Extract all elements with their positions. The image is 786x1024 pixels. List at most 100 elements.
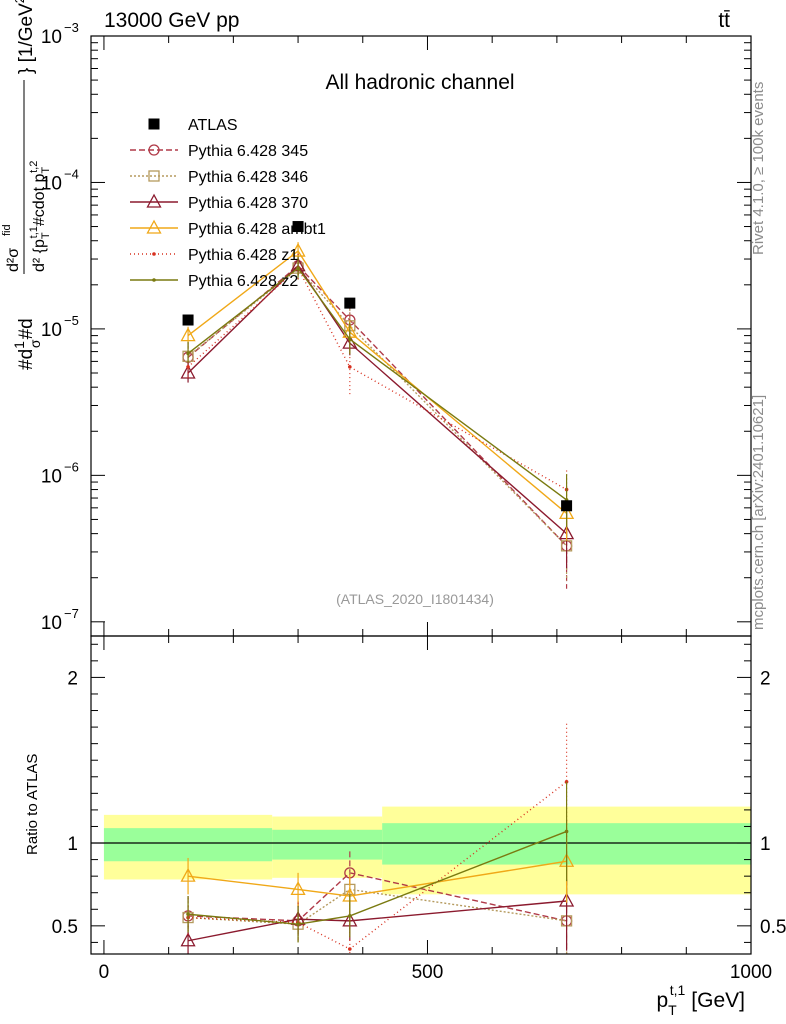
ratio-series-line [187,860,567,897]
legend-marker [148,144,160,156]
ratio-series-marker [186,912,190,917]
main-series-line [187,250,568,514]
ratio-panel: 0.5 0.5 1 1 2 2 0 500 1000 [52,635,786,983]
ylabel-part: 1 [11,341,27,349]
ratio-y-tick-label: 1 [67,834,78,855]
atlas-data-marker [344,297,356,309]
legend-label: Pythia 6.428 ambt1 [188,221,326,238]
legend-label: Pythia 6.428 z2 [188,273,298,290]
rivet-version-label: Rivet 4.1.0, ≥ 100k events [750,82,767,255]
ylabel-part: d²σ [5,248,22,272]
ylabel-denominator: d² {pTt,1#cdot pTt,2 [28,161,52,272]
ratio-ticks: 0.5 0.5 1 1 2 2 0 500 1000 [52,636,786,983]
main-panel: All hadronic channel (ATLAS_2020_I180143… [41,20,752,637]
main-series-marker [180,364,196,379]
main-y-tick-label: 10 [41,27,62,48]
legend-marker [152,252,156,256]
legend-label: Pythia 6.428 370 [188,195,308,212]
legend-entry: Pythia 6.428 ambt1 [130,219,326,238]
ratio-series-marker [290,881,306,896]
legend-label: ATLAS [188,117,238,134]
ratio-series-marker [348,914,352,918]
legend-label: Pythia 6.428 z1 [188,247,298,264]
mcplots-reference-label: mcplots.cern.ch [arXiv:2401.10621] [750,395,767,630]
main-series-marker [348,337,352,342]
legend-entry: Pythia 6.428 345 [130,143,308,160]
main-series-line [187,264,568,535]
ratio-y-axis-label: Ratio to ATLAS [24,754,41,855]
main-series-marker [186,351,190,356]
legend-entry: Pythia 6.428 346 [130,169,308,186]
legend-entry: Pythia 6.428 z2 [130,273,298,290]
legend: ATLAS Pythia 6.428 345 Pythia 6.428 346 Pyt… [130,117,326,290]
ratio-series-marker [296,922,300,926]
ylabel-part: #d [16,318,37,339]
ratio-series-marker [564,829,569,834]
main-series-5 [186,256,569,528]
ylabel-unit: } [1/GeV2] [12,0,37,74]
ratio-frame [90,635,752,955]
legend-marker [146,219,162,234]
legend-label: Pythia 6.428 346 [188,169,308,186]
main-series-0 [182,251,573,589]
ratio-series-5 [186,781,569,943]
ylabel-part: σ [27,339,43,348]
main-series-marker [348,365,352,369]
ratio-y-tick-label-right: 0.5 [760,917,786,938]
main-y-tick-exponent: −4 [64,166,79,181]
main-series-marker [186,365,190,369]
main-series-marker [296,266,300,270]
ratio-y-tick-label: 0.5 [52,917,78,938]
main-series-marker [290,242,306,257]
legend-marker-atlas [148,118,160,130]
main-y-tick-label: 10 [41,613,62,634]
main-y-tick-label: 10 [41,173,62,194]
main-series-line [187,267,568,501]
ratio-series-marker [558,892,575,907]
main-y-tick-label: 10 [41,320,62,341]
main-series-4 [186,253,569,508]
x-tick-label: 0 [99,962,110,983]
main-series-layer [180,221,575,589]
main-series-line [187,267,568,547]
ratio-series-line [187,830,567,925]
ylabel-part: fid [1,224,13,236]
ratio-series-marker [180,867,196,882]
atlas-data-points [182,221,573,512]
main-y-tick-label: 10 [41,466,62,487]
legend-entry: Pythia 6.428 370 [130,193,308,212]
main-y-tick-exponent: −3 [64,20,79,35]
main-ticks: 10−710−610−510−410−3 [41,20,752,636]
ratio-y-tick-label-right: 1 [760,834,771,855]
main-y-tick-exponent: −5 [64,313,79,328]
ylabel-part: #d [16,349,37,370]
x-tick-label: 1000 [730,962,772,983]
legend-entry-atlas: ATLAS [148,117,238,134]
process-label: tt̄ [718,9,730,32]
main-y-tick-exponent: −6 [64,459,79,474]
legend-label: Pythia 6.428 345 [188,143,308,160]
legend-marker [152,278,156,282]
legend-entry: Pythia 6.428 z1 [130,247,298,264]
ratio-y-tick-label-right: 2 [760,668,771,689]
ratio-series-line [188,872,567,922]
main-y-tick-exponent: −7 [64,606,79,621]
collision-energy-label: 13000 GeV pp [104,9,239,32]
main-series-1 [182,253,573,581]
x-tick-label: 500 [412,962,444,983]
main-series-marker [180,327,196,342]
main-series-line [187,267,567,491]
legend-marker [148,170,160,182]
main-panel-title: All hadronic channel [325,71,514,94]
main-y-axis-label: #d1σ#d d²σ fid d² {pTt,1#cdot pTt,2 } [1… [1,0,52,370]
ratio-band-inner [103,828,273,862]
main-series-line [187,264,568,547]
svg-text:#d1σ#d: #d1σ#d [11,318,43,370]
atlas-data-marker [182,314,194,326]
ratio-band-inner [272,829,383,860]
ratio-series-layer [180,723,575,954]
atlas-data-marker [561,500,573,512]
ratio-series-line [188,888,567,925]
ratio-series-marker [348,947,352,951]
